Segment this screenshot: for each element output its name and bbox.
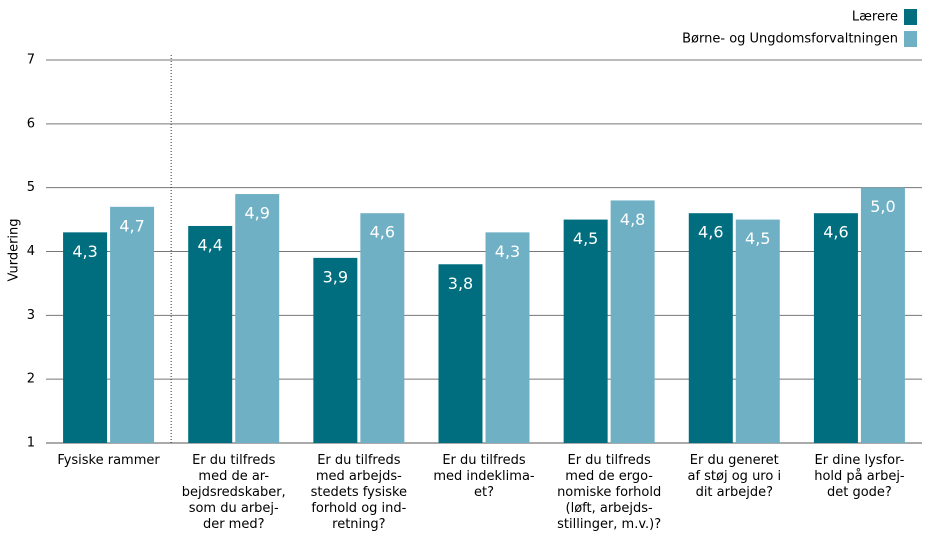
x-tick-label: Er du tilfreds med arbejds-stedets fysisk… [311, 453, 407, 532]
x-tick-label-line: med de ergo- [565, 469, 653, 484]
value-label: 4,9 [244, 204, 269, 223]
bar [63, 232, 108, 443]
x-tick-label: Fysiske rammer [57, 453, 160, 468]
x-tick-label-line: retning? [332, 517, 385, 532]
y-tick-label: 2 [27, 372, 35, 387]
value-label: 4,3 [495, 242, 520, 261]
value-label: 4,6 [823, 223, 848, 242]
y-axis-label: Vurdering [7, 218, 22, 281]
legend-label: Børne- og Ungdomsforvaltningen [682, 32, 898, 47]
x-tick-label-line: med indeklima- [433, 469, 535, 484]
x-tick-label-line: Er du generet [690, 453, 779, 468]
value-label: 4,6 [370, 223, 395, 242]
x-tick-label-line: Er du tilfreds [567, 453, 651, 468]
value-label: 4,5 [745, 229, 770, 248]
bar [485, 232, 530, 443]
legend-swatch [904, 9, 917, 25]
legend-swatch [904, 31, 917, 47]
value-label: 3,8 [448, 274, 473, 293]
x-tick-label-line: af støj og uro i [687, 469, 781, 484]
x-tick-label: Er du generet af støj og uro i dit arbejde… [687, 453, 781, 500]
x-tick-label-line: der med? [203, 517, 265, 532]
y-tick-label: 1 [27, 436, 35, 451]
x-tick-label: Er du tilfreds med de ergo-nomiske forhol… [557, 453, 661, 532]
value-label: 4,6 [698, 223, 723, 242]
x-tick-label-line: nomiske forhold [557, 485, 661, 500]
x-tick-label-line: Er du tilfreds [192, 453, 276, 468]
x-tick-label-line: med de ar- [198, 469, 269, 484]
x-tick-label-line: Er du tilfreds [317, 453, 401, 468]
x-tick-label-line: Fysiske rammer [57, 453, 160, 468]
y-tick-label: 7 [27, 53, 35, 68]
x-tick-label-line: Er du tilfreds [442, 453, 526, 468]
value-label: 5,0 [870, 197, 895, 216]
bar [688, 213, 733, 443]
x-tick-label-line: Er dine lysfor- [815, 453, 905, 468]
bar [110, 206, 155, 443]
bar [188, 225, 233, 443]
x-tick-label-line: (løft, arbejds- [566, 501, 654, 516]
value-label: 4,3 [72, 242, 97, 261]
x-tick-label-line: med arbejds- [316, 469, 402, 484]
bar [860, 187, 905, 443]
bar [735, 219, 780, 443]
x-tick-label-line: bejdsredskaber, [182, 485, 286, 500]
bar [610, 200, 655, 443]
x-tick-label-line: som du arbej- [189, 501, 279, 516]
bar [438, 264, 483, 443]
bar [563, 219, 608, 443]
y-tick-label: 6 [27, 116, 35, 131]
value-label: 4,8 [620, 210, 645, 229]
bar [360, 213, 405, 443]
x-tick-label-line: stedets fysiske [311, 485, 407, 500]
x-tick-label-line: hold på arbej- [814, 469, 905, 484]
y-tick-label: 4 [27, 244, 35, 259]
x-tick-label-line: forhold og ind- [311, 501, 406, 516]
x-tick-label: Er du tilfreds med de ar-bejdsredskaber, s… [182, 453, 286, 532]
x-tick-label-line: det gode? [827, 485, 892, 500]
y-tick-label: 3 [27, 308, 35, 323]
x-tick-label-line: dit arbejde? [696, 485, 773, 500]
x-tick-label: Er dine lysfor-hold på arbej-det gode? [814, 453, 905, 500]
value-label: 4,7 [119, 216, 144, 235]
x-tick-label-line: stillinger, m.v.)? [557, 517, 661, 532]
bar [235, 194, 280, 443]
value-label: 3,9 [323, 267, 348, 286]
y-tick-label: 5 [27, 180, 35, 195]
bar [813, 213, 858, 443]
x-tick-label-line: et? [474, 485, 494, 500]
x-tick-label: Er du tilfreds med indeklima-et? [433, 453, 535, 500]
value-label: 4,4 [197, 235, 222, 254]
value-label: 4,5 [573, 229, 598, 248]
bar [313, 257, 358, 443]
legend-label: Lærere [852, 10, 898, 25]
